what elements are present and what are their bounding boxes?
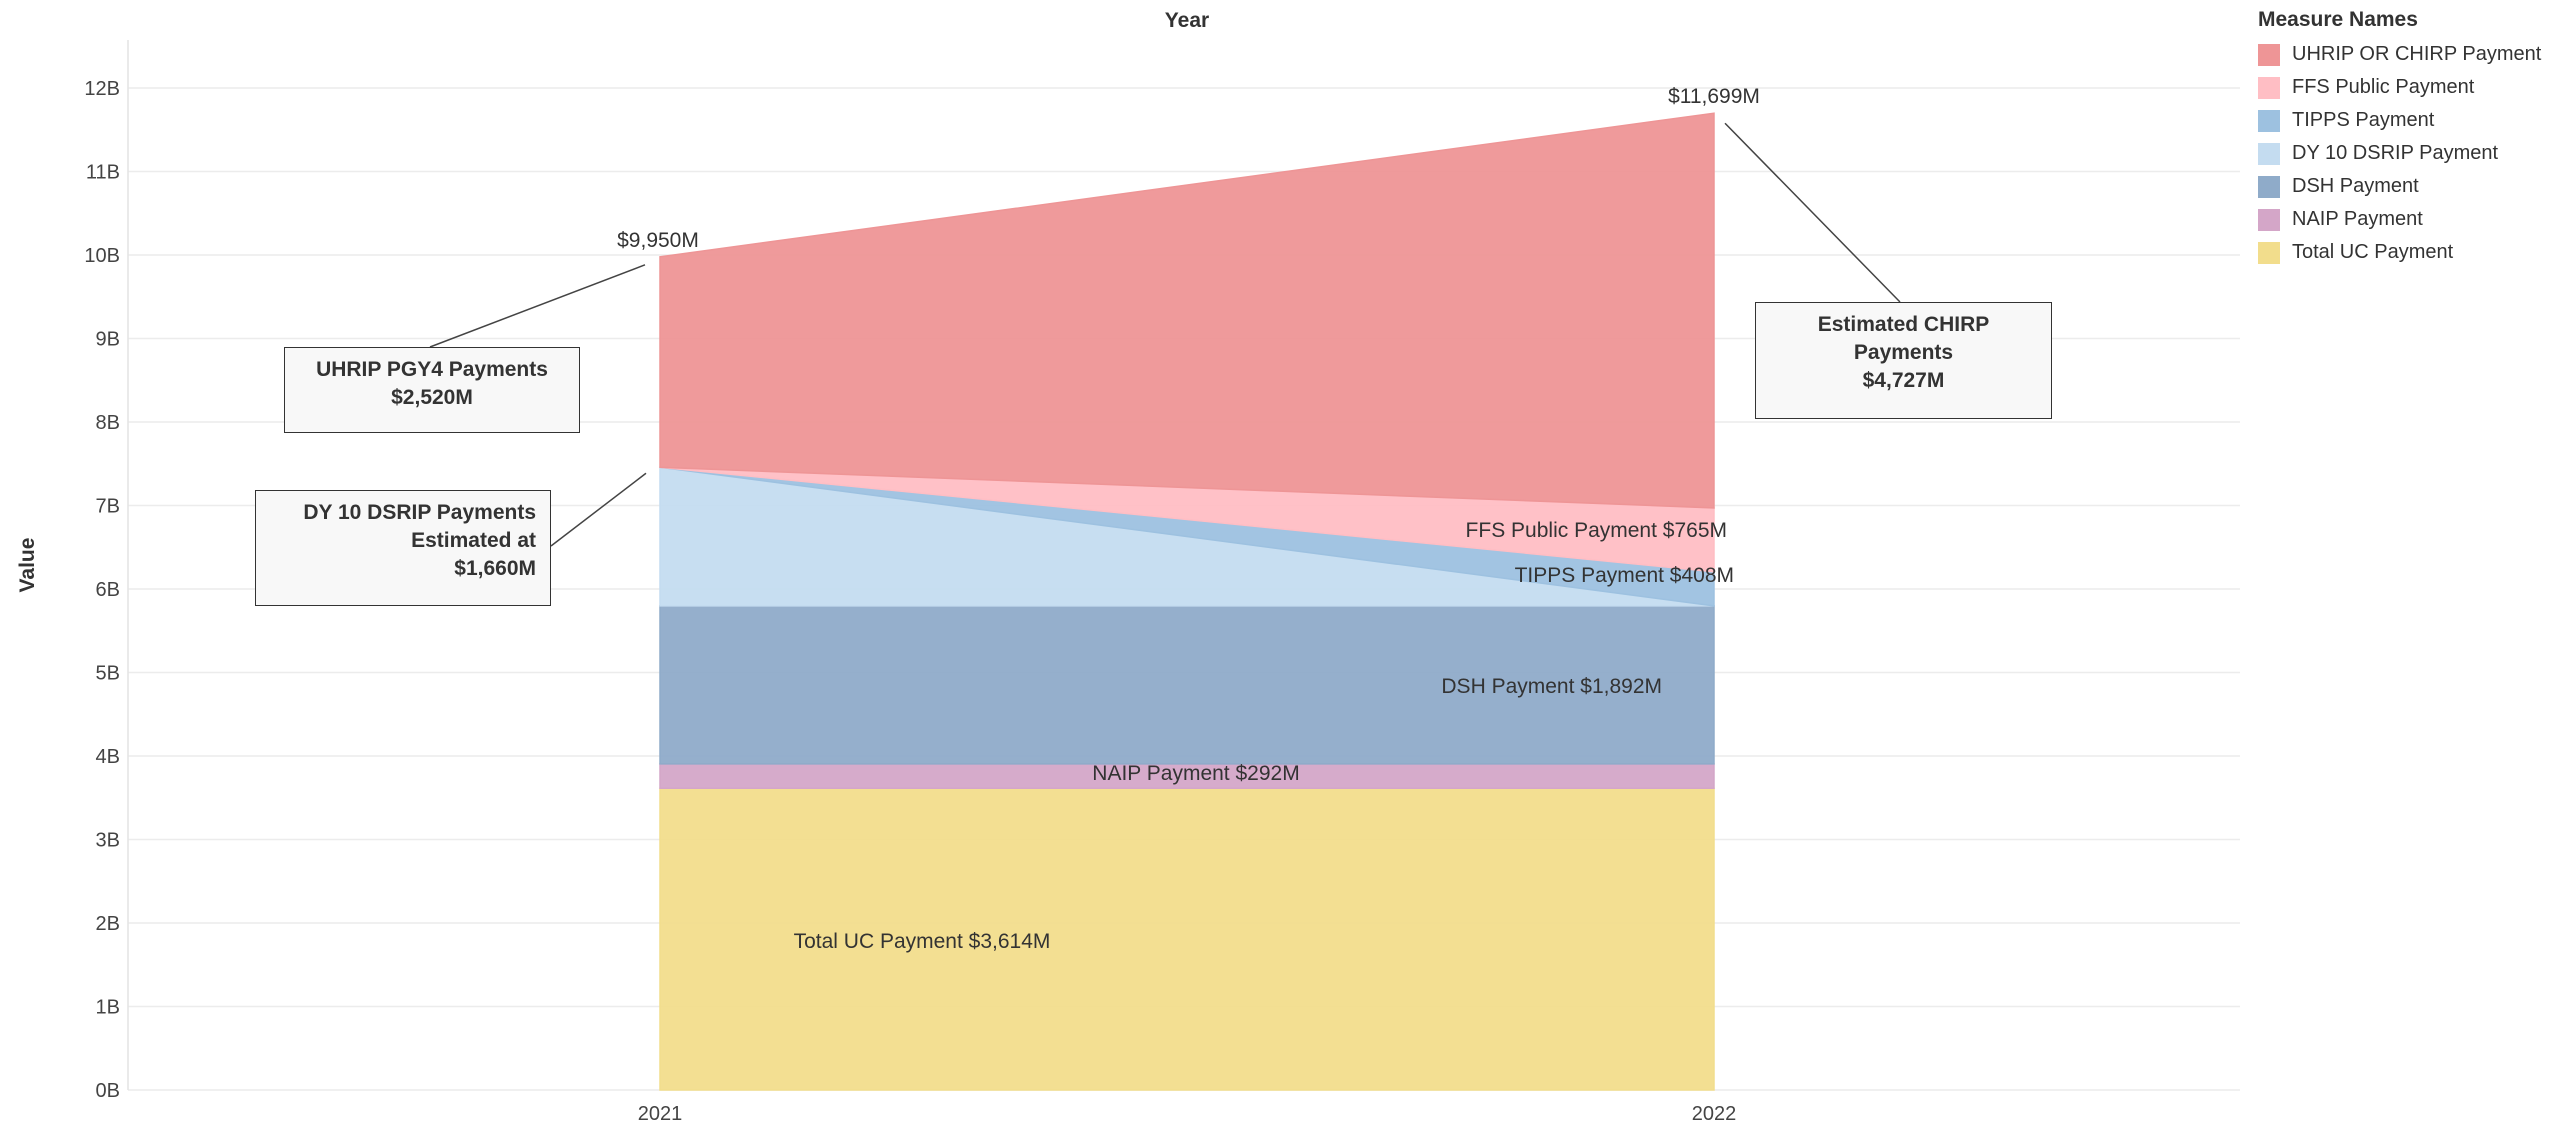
leader-line [429,264,646,348]
legend-swatch [2258,142,2280,165]
y-tick-label: 2B [96,913,120,935]
y-tick-label: 7B [96,496,120,518]
legend-label: UHRIP OR CHIRP Payment [2292,43,2542,65]
y-tick-label: 5B [96,663,120,685]
x-tick-label: 2022 [1692,1103,1737,1125]
legend-label: DSH Payment [2292,175,2419,197]
y-tick-label: 12B [84,78,120,100]
legend-item[interactable]: DY 10 DSRIP Payment [2258,137,2558,170]
total-label: $9,950M [617,229,699,252]
legend: Measure Names UHRIP OR CHIRP Payment FFS … [2258,8,2558,269]
callout-line: Estimated at [411,529,536,552]
area-series [659,112,1715,1091]
legend-swatch [2258,76,2280,99]
data-label: FFS Public Payment $765M [1466,519,1727,542]
callout-line: Payments [1853,341,1954,364]
legend-item[interactable]: TIPPS Payment [2258,104,2558,137]
legend-item[interactable]: FFS Public Payment [2258,71,2558,104]
legend-item[interactable]: DSH Payment [2258,170,2558,203]
callout-uhrip-pgy4: UHRIP PGY4 Payments $2,520M [284,347,580,433]
y-axis-label: Value [16,538,39,593]
callout-line: Estimated CHIRP [1817,313,1990,336]
x-tick-label: 2021 [638,1103,683,1125]
callout-line: DY 10 DSRIP Payments [303,501,536,524]
y-axis-ticks: 0B 1B 2B 3B 4B 5B 6B 7B 8B 9B 10B 11B 12B [84,78,120,1102]
callout-line: UHRIP PGY4 Payments [316,358,548,381]
legend-swatch [2258,175,2280,198]
x-axis-ticks: 2021 2022 [638,1103,1737,1125]
data-label: NAIP Payment $292M [1092,762,1299,785]
chart-title: Year [1165,9,1209,32]
legend-title: Measure Names [2258,8,2418,31]
total-labels: $9,950M $11,699M [617,85,1760,252]
legend-label: DY 10 DSRIP Payment [2292,142,2499,164]
callout-line: $1,660M [454,557,536,580]
y-tick-label: 3B [96,830,120,852]
callout-line: $2,520M [391,386,473,409]
callout-estimated-chirp: Estimated CHIRP Payments $4,727M [1755,302,2052,419]
y-tick-label: 6B [96,579,120,601]
legend-swatch [2258,241,2280,264]
y-tick-label: 11B [86,162,120,184]
y-tick-label: 0B [96,1080,120,1102]
y-tick-label: 4B [96,746,120,768]
area-uhrip-or-chirp-payment[interactable] [659,112,1715,509]
legend-item[interactable]: NAIP Payment [2258,203,2558,236]
callout-dy10-dsrip: DY 10 DSRIP Payments Estimated at $1,660… [255,490,551,606]
legend-item[interactable]: Total UC Payment [2258,236,2558,269]
callout-leader-lines [429,122,1901,547]
legend-label: Total UC Payment [2292,241,2454,263]
data-label: TIPPS Payment $408M [1515,564,1734,587]
total-label: $11,699M [1668,85,1760,108]
legend-swatch [2258,109,2280,132]
data-label: Total UC Payment $3,614M [794,930,1051,953]
y-tick-label: 1B [96,997,120,1019]
y-tick-label: 10B [84,245,120,267]
legend-swatch [2258,43,2280,66]
legend-label: TIPPS Payment [2292,109,2435,131]
leader-line [1724,122,1901,303]
data-label: DSH Payment $1,892M [1441,675,1662,698]
legend-item[interactable]: UHRIP OR CHIRP Payment [2258,38,2558,71]
callout-line: $4,727M [1862,369,1945,392]
legend-swatch [2258,208,2280,231]
legend-label: NAIP Payment [2292,208,2423,230]
leader-line [550,472,647,547]
y-tick-label: 9B [96,329,120,351]
y-tick-label: 8B [96,412,120,434]
series-labels: Total UC Payment $3,614M NAIP Payment $29… [794,519,1734,953]
legend-label: FFS Public Payment [2292,76,2475,98]
